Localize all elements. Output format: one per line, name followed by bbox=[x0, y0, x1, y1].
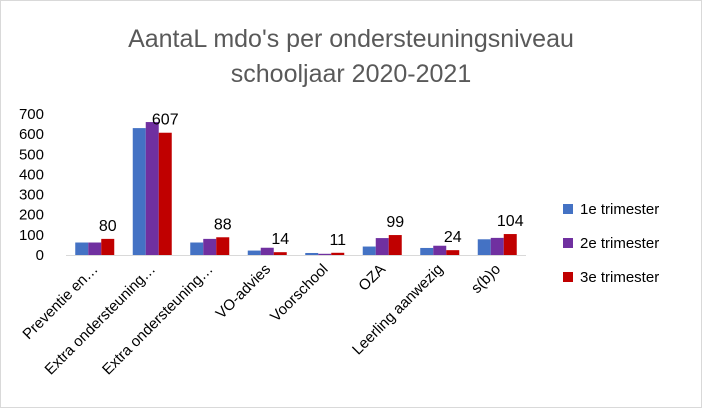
bar-2-3 bbox=[203, 238, 217, 255]
bar-3-4 bbox=[273, 252, 287, 255]
data-label: 88 bbox=[214, 216, 232, 233]
bar-3-8 bbox=[503, 234, 517, 255]
bar-3-2 bbox=[158, 132, 172, 255]
data-label: 14 bbox=[271, 231, 289, 248]
category-label: Extra ondersteuning… bbox=[99, 261, 217, 379]
bar-1-1 bbox=[75, 242, 89, 255]
bar-3-3 bbox=[216, 237, 230, 255]
bar-1-6 bbox=[362, 246, 376, 255]
legend-label: 2e trimester bbox=[580, 235, 659, 252]
category-label: Extra ondersteuning… bbox=[42, 261, 160, 379]
legend-swatch bbox=[563, 272, 573, 282]
bar-1-7 bbox=[420, 247, 434, 255]
bar-3-1 bbox=[101, 238, 115, 255]
bar-3-7 bbox=[446, 250, 460, 255]
legend-swatch bbox=[563, 238, 573, 248]
bar-2-7 bbox=[433, 245, 447, 255]
legend-label: 3e trimester bbox=[580, 269, 659, 286]
bar-3-6 bbox=[388, 235, 402, 255]
bar-2-6 bbox=[375, 238, 389, 255]
bar-1-2 bbox=[132, 128, 146, 255]
data-label: 104 bbox=[497, 213, 524, 230]
y-tick-label: 500 bbox=[19, 146, 44, 163]
data-label: 607 bbox=[152, 112, 179, 129]
y-tick-label: 200 bbox=[19, 207, 44, 224]
bar-3-5 bbox=[331, 252, 345, 255]
chart-title-line1: AantaL mdo's per ondersteuningsniveau bbox=[128, 25, 574, 53]
data-label: 11 bbox=[329, 232, 346, 249]
bar-2-5 bbox=[318, 253, 332, 255]
category-label: Voorschool bbox=[267, 261, 332, 326]
bar-2-4 bbox=[260, 247, 274, 255]
bar-2-2 bbox=[145, 122, 159, 255]
data-label: 99 bbox=[386, 214, 404, 231]
legend-swatch bbox=[563, 204, 573, 214]
category-label: OZA bbox=[355, 261, 389, 295]
y-tick-label: 700 bbox=[19, 106, 44, 123]
bar-1-5 bbox=[305, 252, 319, 255]
y-tick-label: 400 bbox=[19, 166, 44, 183]
bar-2-1 bbox=[88, 242, 102, 255]
chart-title-line2: schooljaar 2020-2021 bbox=[231, 60, 471, 88]
bar-1-3 bbox=[190, 242, 204, 255]
y-tick-label: 600 bbox=[19, 126, 44, 143]
bar-2-8 bbox=[490, 237, 504, 255]
y-tick-label: 300 bbox=[19, 187, 44, 204]
data-label: 80 bbox=[99, 218, 117, 235]
bar-1-4 bbox=[247, 250, 261, 255]
y-tick-label: 0 bbox=[36, 247, 44, 264]
legend-label: 1e trimester bbox=[580, 201, 659, 218]
data-label: 24 bbox=[444, 229, 462, 246]
category-label: VO-advies bbox=[213, 261, 275, 323]
category-label: s(b)o bbox=[468, 261, 504, 297]
bar-1-8 bbox=[477, 239, 491, 255]
y-tick-label: 100 bbox=[19, 227, 44, 244]
